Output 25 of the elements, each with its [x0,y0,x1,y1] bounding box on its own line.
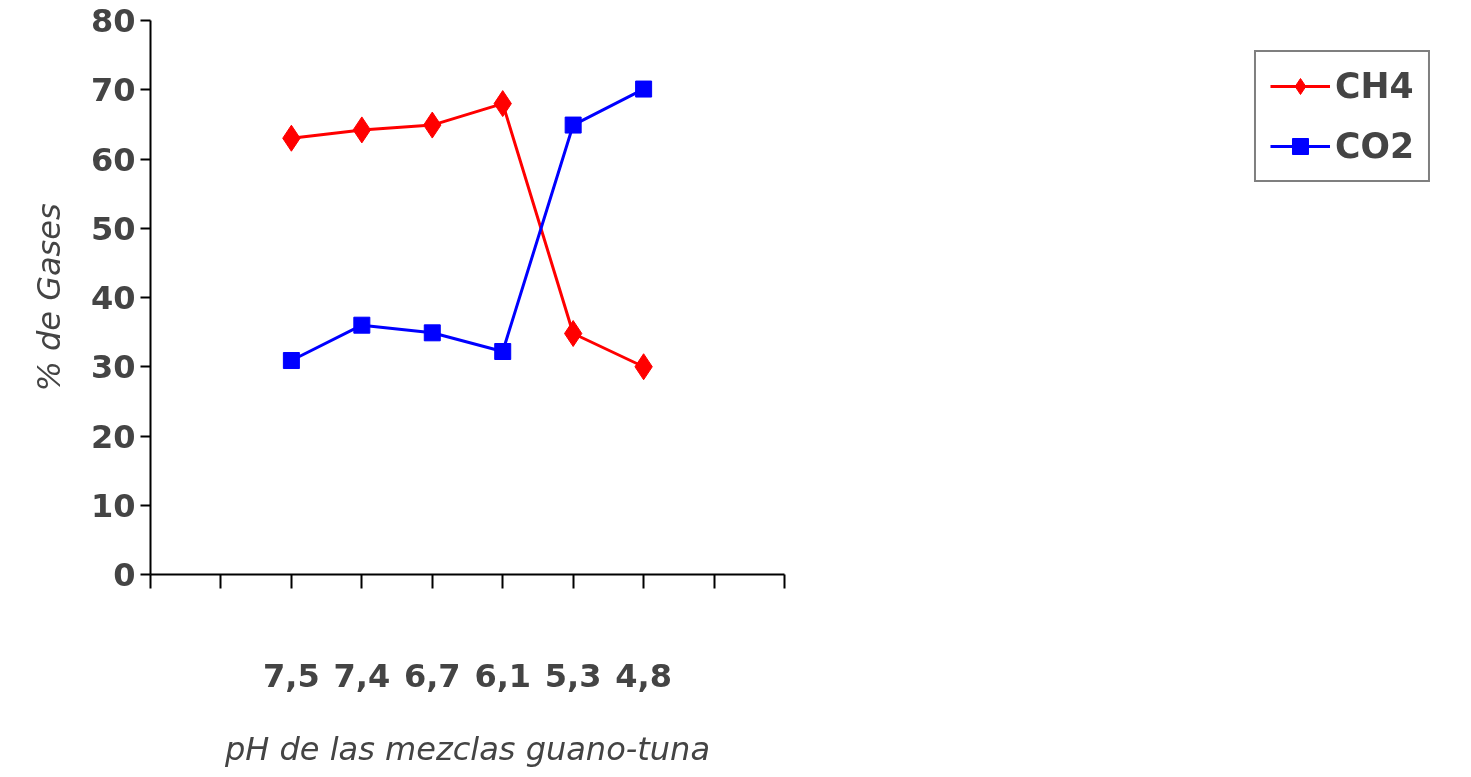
x-tick-label: 7,5 [263,656,320,695]
point [564,116,582,134]
y-tick-label: 40 [90,279,136,317]
point [353,316,371,334]
x-tick-label: 4,8 [615,656,672,695]
point [282,352,300,370]
x-tick-label: 7,4 [333,656,391,695]
y-tick-label: 60 [90,140,136,179]
x-tick-label: 6,7 [403,656,461,695]
y-tick-label: 50 [90,209,136,248]
y-tick-label: 80 [90,2,136,40]
y-tick-label: 10 [90,486,136,525]
x-tick-label: 6,1 [474,656,532,695]
y-tick-label: 20 [90,417,136,456]
point [494,343,512,361]
x-axis-title: pH de las mezclas guano-tuna [224,729,710,768]
legend-label: CH4 [1334,66,1414,106]
y-axis-title: % de Gases [29,203,68,392]
x-tick-label: 5,3 [544,656,602,695]
y-tick-label: 70 [90,71,136,110]
point [423,324,441,342]
point [635,80,653,98]
legend-label: CO2 [1334,126,1414,166]
y-tick-label: 0 [113,556,136,594]
y-tick-label: 30 [90,348,136,387]
